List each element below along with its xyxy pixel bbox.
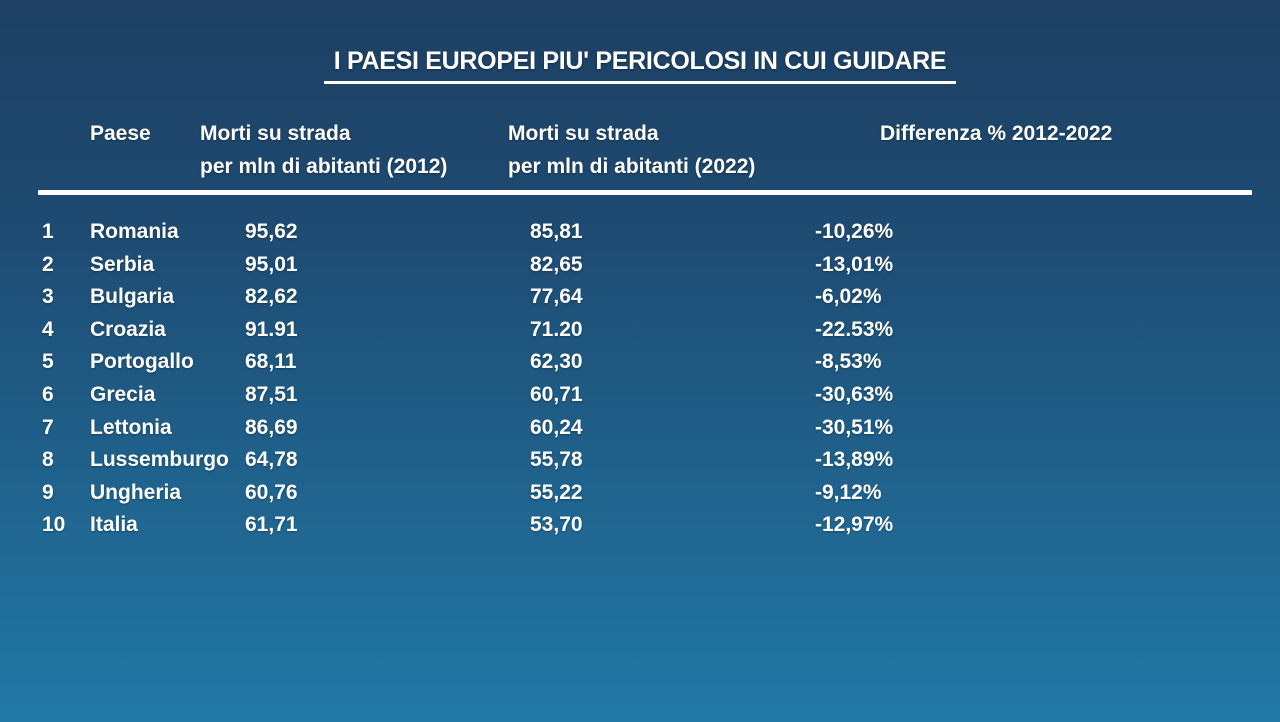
col-header-country: Paese (90, 122, 151, 145)
deaths-2022-cell: 60,71 (530, 382, 583, 406)
deaths-2012-cell: 95,62 (245, 220, 298, 243)
col-header-deaths-2022: Morti su strada per mln di abitanti (202… (508, 117, 880, 183)
table-row: 2 Serbia 95,01 82,65 -13,01% (42, 249, 1027, 282)
deaths-2022-cell: 71.20 (530, 317, 583, 341)
rank-cell: 6 (42, 382, 54, 406)
col-header-deaths-2022-line2: per mln di abitanti (2022) (508, 155, 756, 178)
rank-cell: 9 (42, 480, 54, 504)
difference-cell: -22.53% (815, 317, 894, 341)
table-row: 4 Croazia 91.91 71.20 -22.53% (42, 314, 1027, 347)
difference-cell: -13,01% (815, 252, 894, 276)
country-cell: Lussemburgo (90, 448, 229, 472)
title-container: I PAESI EUROPEI PIU' PERICOLOSI IN CUI G… (0, 0, 1280, 84)
col-header-deaths-2012-line1: Morti su strada (200, 122, 351, 145)
rank-cell: 5 (42, 350, 54, 374)
rank-cell: 2 (42, 252, 54, 276)
deaths-2012-cell: 60,76 (245, 480, 298, 504)
difference-cell: -13,89% (815, 448, 894, 472)
rank-cell: 1 (42, 220, 54, 243)
table-row: 8 Lussemburgo 64,78 55,78 -13,89% (42, 444, 1027, 477)
col-header-difference: Differenza % 2012-2022 (880, 122, 1113, 145)
deaths-2022-cell: 53,70 (530, 513, 583, 537)
table-row: 10 Italia 61,71 53,70 -12,97% (42, 509, 1027, 542)
rank-cell: 3 (42, 285, 54, 309)
page-title: I PAESI EUROPEI PIU' PERICOLOSI IN CUI G… (323, 47, 957, 84)
deaths-2022-cell: 85,81 (530, 220, 583, 243)
deaths-2022-cell: 60,24 (530, 415, 583, 439)
deaths-2012-cell: 87,51 (245, 382, 298, 406)
header-divider (38, 190, 1252, 195)
country-cell: Ungheria (90, 480, 182, 504)
deaths-2022-cell: 62,30 (530, 350, 583, 374)
deaths-2012-cell: 64,78 (245, 448, 298, 472)
difference-cell: -8,53% (815, 350, 882, 374)
rank-cell: 7 (42, 415, 54, 439)
country-cell: Croazia (90, 317, 166, 341)
deaths-2022-cell: 55,78 (530, 448, 583, 472)
country-cell: Italia (90, 513, 138, 537)
country-cell: Bulgaria (90, 285, 175, 309)
country-cell: Serbia (90, 252, 155, 276)
deaths-2012-cell: 86,69 (245, 415, 298, 439)
rank-cell: 8 (42, 448, 54, 472)
country-cell: Grecia (90, 382, 156, 406)
difference-cell: -6,02% (815, 285, 882, 309)
deaths-2012-cell: 68,11 (245, 350, 297, 374)
difference-cell: -30,63% (815, 382, 894, 406)
deaths-2012-cell: 61,71 (245, 513, 298, 537)
deaths-2022-cell: 55,22 (530, 480, 583, 504)
table-row: 9 Ungheria 60,76 55,22 -9,12% (42, 477, 1027, 510)
table-row: 7 Lettonia 86,69 60,24 -30,51% (42, 412, 1027, 445)
difference-cell: -12,97% (815, 513, 894, 537)
difference-cell: -30,51% (815, 415, 894, 439)
table-header-row: Paese Morti su strada per mln di abitant… (42, 117, 1280, 183)
col-header-rank-spacer (42, 117, 90, 183)
rank-cell: 10 (42, 513, 66, 537)
difference-cell: -9,12% (815, 480, 882, 504)
col-header-deaths-2012: Morti su strada per mln di abitanti (201… (200, 117, 508, 183)
deaths-2012-cell: 82,62 (245, 285, 298, 309)
table-row: 6 Grecia 87,51 60,71 -30,63% (42, 379, 1027, 412)
deaths-2022-cell: 82,65 (530, 252, 583, 276)
country-cell: Portogallo (90, 350, 194, 374)
difference-cell: -10,26% (815, 220, 894, 243)
country-cell: Romania (90, 220, 179, 243)
deaths-2012-cell: 91.91 (245, 317, 298, 341)
table-row: 5 Portogallo 68,11 62,30 -8,53% (42, 346, 1027, 379)
deaths-2012-cell: 95,01 (245, 252, 298, 276)
table-body: 1 Romania 95,62 85,81 -10,26% 2 Serbia 9… (42, 216, 1027, 542)
table-row: 1 Romania 95,62 85,81 -10,26% (42, 216, 1027, 249)
col-header-deaths-2012-line2: per mln di abitanti (2012) (200, 155, 448, 178)
deaths-2022-cell: 77,64 (530, 285, 583, 309)
country-cell: Lettonia (90, 415, 172, 439)
col-header-deaths-2022-line1: Morti su strada (508, 122, 659, 145)
rank-cell: 4 (42, 317, 54, 341)
table-row: 3 Bulgaria 82,62 77,64 -6,02% (42, 281, 1027, 314)
